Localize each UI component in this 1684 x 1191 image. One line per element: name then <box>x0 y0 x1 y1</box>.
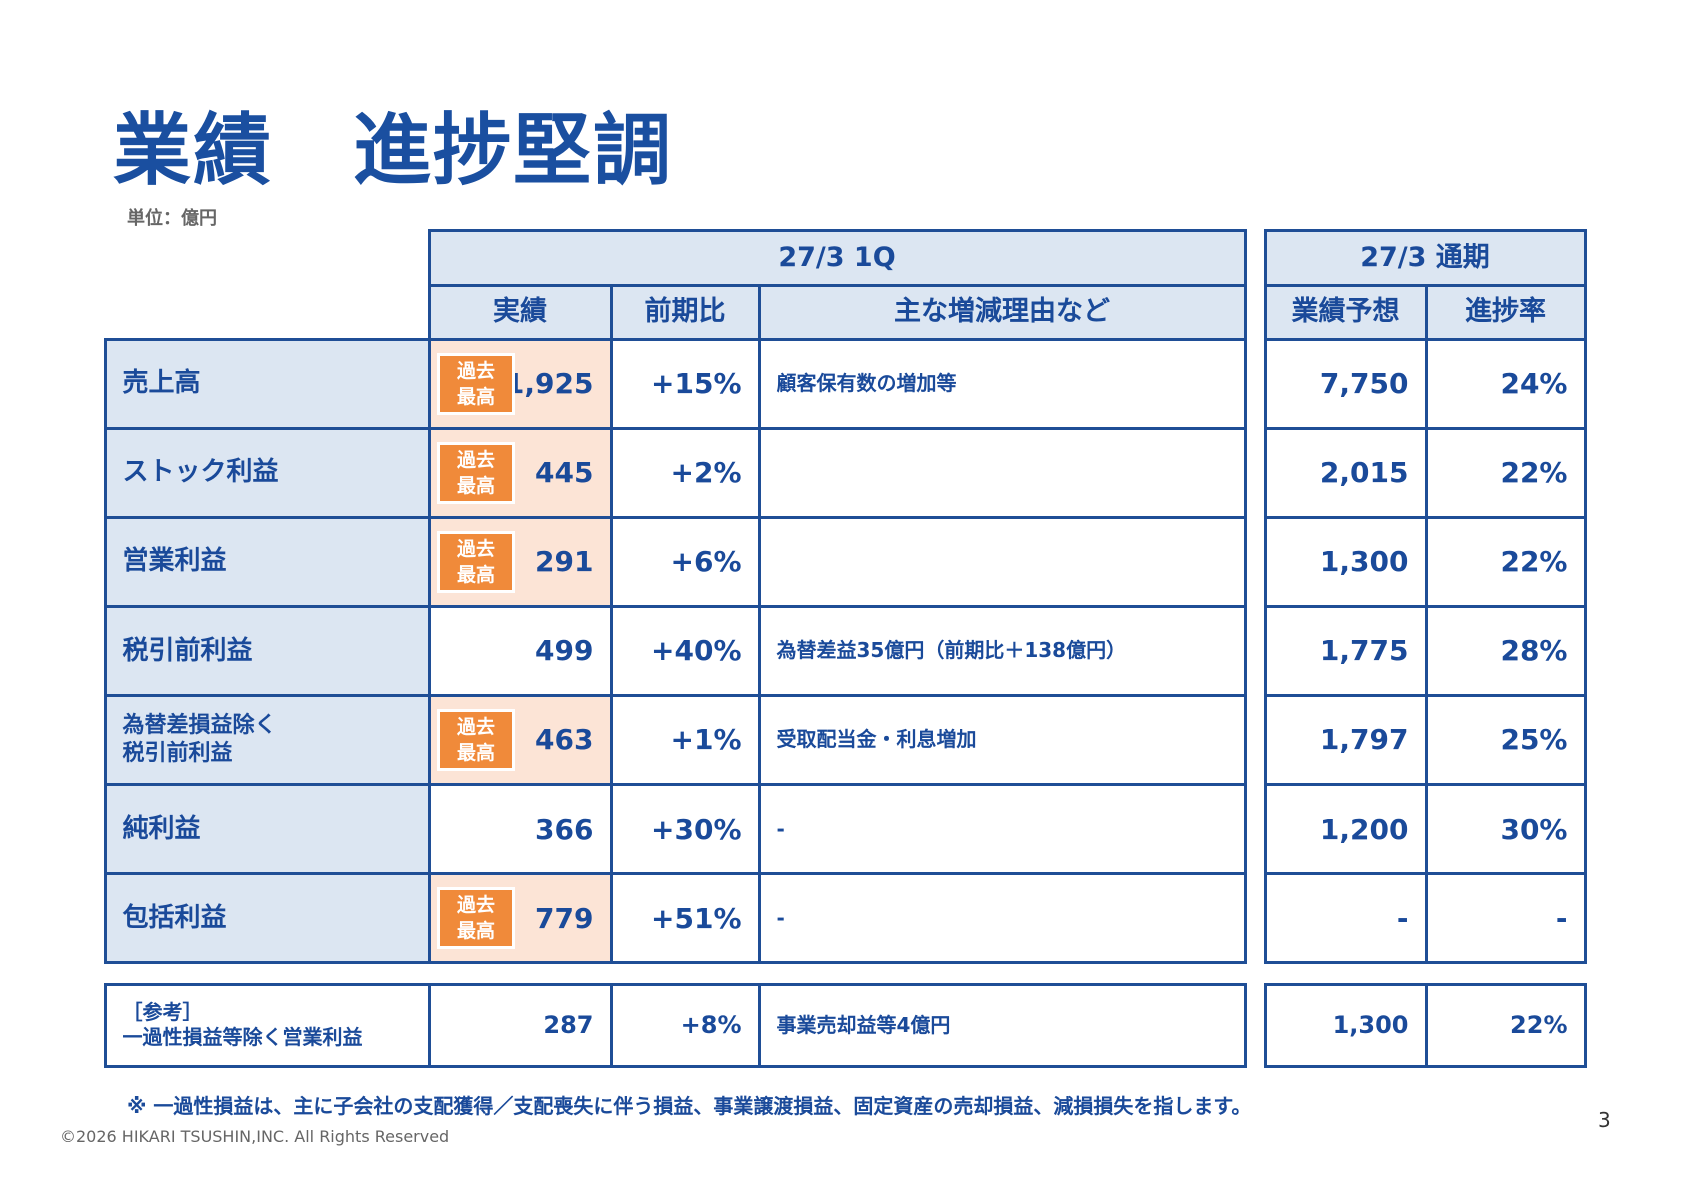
forecast: 1,300 <box>1263 515 1428 608</box>
column-header: 主な増減理由など <box>757 283 1247 341</box>
actual: 499 <box>427 604 613 697</box>
row-label: 営業利益 <box>103 515 431 608</box>
group-header: 27/3 1Q <box>427 228 1247 287</box>
record-badge: 過去 最高 <box>437 708 515 771</box>
reason: 事業売却益等4億円 <box>757 982 1247 1068</box>
reason <box>757 515 1247 608</box>
forecast: 7,750 <box>1263 337 1428 430</box>
record-badge: 過去 最高 <box>437 441 515 504</box>
progress: - <box>1424 872 1587 965</box>
copyright: ©2026 HIKARI TSUSHIN,INC. All Rights Res… <box>60 1127 450 1146</box>
yoy: +8% <box>609 982 761 1068</box>
forecast: 1,775 <box>1263 604 1428 697</box>
reason: 為替差益35億円（前期比＋138億円） <box>757 604 1247 697</box>
yoy: +51% <box>609 872 761 965</box>
actual: 366 <box>427 783 613 876</box>
yoy: +40% <box>609 604 761 697</box>
progress: 28% <box>1424 604 1587 697</box>
reason: - <box>757 872 1247 965</box>
reason: 顧客保有数の増加等 <box>757 337 1247 430</box>
yoy: +15% <box>609 337 761 430</box>
yoy: +2% <box>609 426 761 519</box>
record-badge: 過去 最高 <box>437 530 515 593</box>
reason: - <box>757 783 1247 876</box>
page-number: 3 <box>1598 1108 1611 1132</box>
row-label: 為替差損益除く 税引前利益 <box>103 693 431 786</box>
reason: 受取配当金・利息増加 <box>757 693 1247 786</box>
record-badge: 過去 最高 <box>437 352 515 415</box>
row-label: 税引前利益 <box>103 604 431 697</box>
progress: 24% <box>1424 337 1587 430</box>
note: ※ 一過性損益は、主に子会社の支配獲得／支配喪失に伴う損益、事業譲渡損益、固定資… <box>127 1094 1252 1118</box>
record-badge: 過去 最高 <box>437 887 515 950</box>
group-header: 27/3 通期 <box>1263 228 1587 287</box>
column-header: 前期比 <box>609 283 761 341</box>
row-label: ストック利益 <box>103 426 431 519</box>
row-label: ［参考］ 一過性損益等除く営業利益 <box>103 982 431 1068</box>
yoy: +6% <box>609 515 761 608</box>
forecast: 2,015 <box>1263 426 1428 519</box>
progress: 25% <box>1424 693 1587 786</box>
forecast: 1,797 <box>1263 693 1428 786</box>
progress: 30% <box>1424 783 1587 876</box>
progress: 22% <box>1424 426 1587 519</box>
row-label: 売上高 <box>103 337 431 430</box>
reason <box>757 426 1247 519</box>
progress: 22% <box>1424 515 1587 608</box>
column-header: 実績 <box>427 283 613 341</box>
unit: 単位：億円 <box>127 208 217 229</box>
forecast: 1,300 <box>1263 982 1428 1068</box>
column-header: 進捗率 <box>1424 283 1587 341</box>
row-label: 包括利益 <box>103 872 431 965</box>
yoy: +1% <box>609 693 761 786</box>
yoy: +30% <box>609 783 761 876</box>
row-label: 純利益 <box>103 783 431 876</box>
progress: 22% <box>1424 982 1587 1068</box>
column-header: 業績予想 <box>1263 283 1428 341</box>
title: 業績 進捗堅調 <box>113 106 674 196</box>
forecast: - <box>1263 872 1428 965</box>
forecast: 1,200 <box>1263 783 1428 876</box>
actual: 287 <box>427 982 613 1068</box>
